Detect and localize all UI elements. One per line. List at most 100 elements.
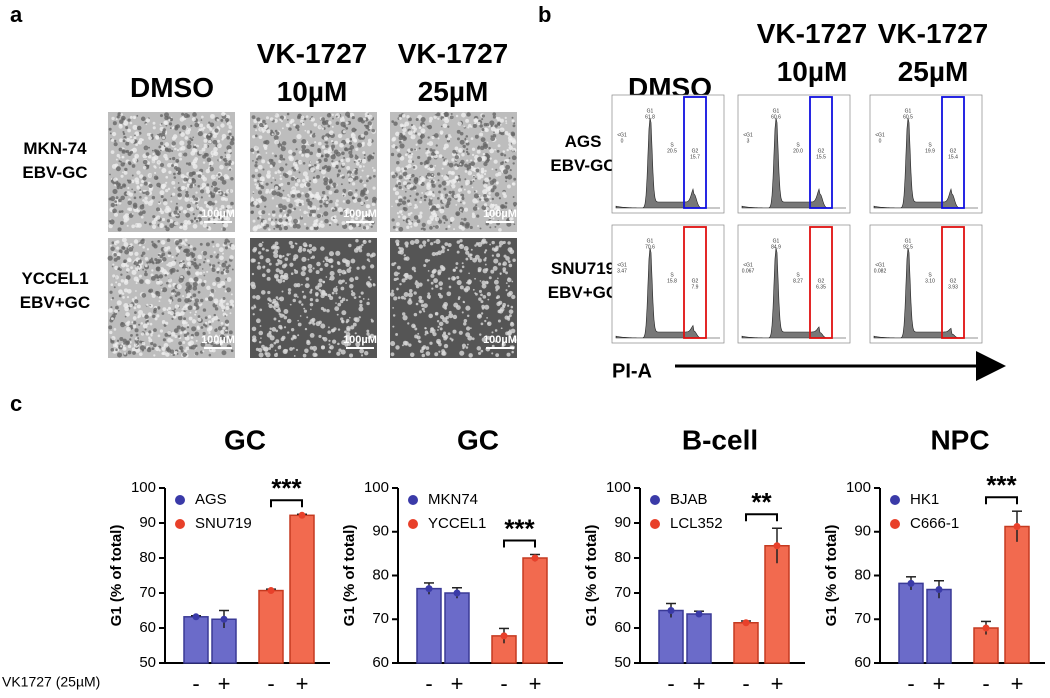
cell (289, 347, 293, 351)
cell (170, 200, 173, 203)
cell (182, 352, 187, 357)
cell (156, 207, 161, 212)
cell (177, 212, 180, 216)
cell (250, 281, 256, 287)
cell (160, 162, 165, 167)
cell (108, 127, 112, 131)
cell (127, 186, 130, 190)
cell (500, 161, 504, 166)
cell (393, 271, 399, 277)
cell (355, 341, 361, 347)
y-axis-label: G1 (% of total) (108, 525, 125, 627)
cell (280, 120, 283, 123)
cell (323, 177, 329, 183)
cell (160, 122, 163, 125)
cell (372, 152, 375, 155)
cell (196, 203, 199, 206)
cell (461, 343, 467, 348)
cell (369, 278, 372, 281)
cell (213, 146, 218, 152)
cell (307, 200, 313, 207)
cell (159, 166, 161, 169)
cell (479, 132, 484, 137)
cell (345, 127, 349, 130)
cell (319, 169, 321, 172)
cell (136, 259, 139, 262)
cell (328, 113, 331, 115)
cell (116, 255, 121, 260)
cell (154, 134, 160, 140)
cell (466, 343, 469, 346)
cell (148, 260, 152, 264)
cell (410, 225, 413, 228)
cell (441, 349, 445, 353)
cell (253, 178, 257, 182)
cell (286, 253, 290, 257)
cell (167, 330, 172, 335)
cell (483, 172, 487, 176)
cell (251, 306, 255, 310)
row-label: SNU719 EBV+GC (548, 259, 618, 302)
cell (481, 114, 485, 118)
cell (283, 348, 288, 354)
cell (277, 298, 279, 301)
cell (448, 285, 452, 289)
cell (120, 273, 123, 276)
legend-marker (890, 519, 900, 529)
cell (436, 172, 441, 176)
cell (280, 146, 286, 152)
cell (184, 267, 188, 271)
cell (263, 124, 268, 129)
cell (187, 305, 193, 311)
cell (372, 196, 377, 202)
cell (367, 113, 370, 115)
cell (317, 141, 322, 146)
cell (463, 288, 467, 291)
cell (128, 207, 133, 212)
cell (159, 190, 165, 196)
cell (117, 267, 120, 271)
cell (419, 349, 424, 354)
cell (315, 298, 319, 303)
cell (335, 302, 337, 304)
cell (462, 201, 466, 205)
cell (274, 349, 277, 352)
cell (320, 345, 326, 350)
cell (228, 160, 232, 164)
cell (427, 156, 432, 161)
cell (449, 135, 452, 139)
cell (179, 117, 185, 122)
cell (349, 277, 355, 283)
cell (327, 150, 331, 155)
cell (342, 194, 345, 197)
cell (428, 141, 434, 146)
cell (430, 327, 434, 331)
cell (127, 200, 132, 206)
cell (158, 295, 162, 299)
cell (369, 264, 375, 269)
cell (407, 202, 412, 207)
cell (293, 335, 297, 340)
cell (487, 298, 490, 301)
cell (253, 200, 258, 206)
cell (328, 339, 331, 342)
cell (126, 340, 130, 345)
cell (488, 195, 491, 199)
cell (412, 166, 416, 169)
cell (196, 326, 201, 330)
cell (140, 239, 145, 245)
cell (513, 150, 516, 153)
cell (141, 341, 146, 346)
cell (289, 262, 294, 267)
cell (131, 188, 133, 191)
cell (265, 182, 269, 186)
cell (126, 326, 131, 332)
cell (309, 161, 312, 164)
cell (431, 193, 436, 198)
cell (468, 272, 470, 275)
cell (499, 307, 505, 312)
cell (123, 347, 126, 350)
cell (467, 253, 472, 258)
cell (505, 122, 508, 125)
cell (273, 118, 278, 123)
